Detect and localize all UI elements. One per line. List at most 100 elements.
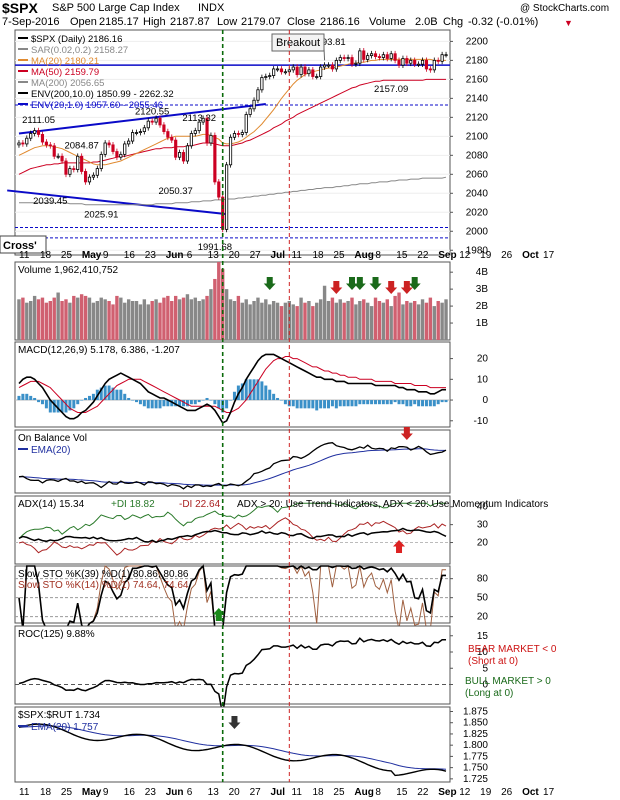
macd-histogram-bar: [358, 400, 362, 405]
macd-histogram-bar: [260, 381, 264, 401]
candle-body: [111, 144, 115, 152]
macd-histogram-bar: [80, 400, 84, 401]
price-x-label: Aug: [354, 250, 373, 261]
volume-bar: [213, 278, 217, 340]
macd-histogram-bar: [135, 400, 139, 403]
macd-histogram-bar: [217, 400, 221, 409]
adx-y-tick: 20: [477, 538, 489, 549]
chg-value: -0.32 (-0.01%): [468, 16, 539, 28]
macd-histogram-bar: [342, 400, 346, 407]
macd-histogram-bar: [76, 400, 80, 405]
candle-body: [311, 69, 315, 77]
macd-histogram-bar: [405, 400, 409, 407]
volume-bar: [256, 297, 260, 340]
candle-body: [83, 171, 88, 183]
macd-histogram-bar: [182, 400, 186, 407]
candle-body: [401, 58, 405, 66]
volume-bar: [358, 301, 362, 340]
volume-value: 2.0B: [415, 16, 438, 28]
macd-histogram-bar: [17, 395, 21, 401]
candle-body: [373, 53, 378, 57]
volume-green-arrow: [369, 277, 382, 290]
macd-histogram-bar: [158, 400, 162, 409]
macd-histogram-bar: [52, 400, 56, 413]
macd-histogram-bar: [170, 400, 174, 407]
price-x-label: 11: [292, 250, 303, 261]
candle-body: [134, 132, 139, 134]
macd-histogram-bar: [185, 400, 189, 407]
macd-histogram-bar: [166, 400, 170, 407]
volume-bar: [377, 301, 382, 340]
macd-histogram-bar: [189, 400, 193, 405]
volume-red-arrow: [385, 281, 398, 294]
macd-histogram-bar: [127, 397, 131, 401]
price-x-label: 27: [250, 250, 262, 261]
macd-histogram-bar: [374, 400, 378, 405]
chg-label: Chg: [443, 16, 464, 28]
macd-histogram-bar: [87, 395, 91, 401]
macd-histogram-bar: [366, 400, 370, 405]
candle-body: [25, 137, 29, 145]
macd-histogram-bar: [338, 400, 342, 407]
macd-histogram-bar: [303, 400, 307, 409]
volume-bar: [111, 304, 115, 340]
candle-body: [381, 54, 385, 58]
bottom-x-label: 23: [145, 787, 157, 798]
macd-histogram-bar: [240, 383, 244, 401]
candle-body: [362, 50, 366, 60]
price-y-tick: 2160: [466, 74, 489, 85]
cross-label: Cross': [3, 240, 37, 252]
volume-bar: [373, 297, 378, 340]
macd-signal-line: [18, 356, 446, 413]
candle-body: [185, 145, 190, 162]
breakout-callout-pointer: [323, 47, 326, 61]
sto-green-arrow: [212, 608, 225, 621]
macd-histogram-bar: [279, 400, 283, 401]
macd-histogram-bar: [362, 400, 366, 405]
volume-bar: [295, 306, 299, 340]
bear-market-sub: (Short at 0): [468, 656, 518, 667]
volume-bar: [440, 302, 444, 340]
macd-histogram-bar: [44, 400, 48, 409]
volume-bar: [369, 306, 374, 340]
volume-legend: Volume 1,962,410,752: [18, 265, 119, 276]
candle-body: [279, 68, 284, 73]
roc-panel: [14, 625, 451, 705]
candle-body: [393, 53, 397, 61]
volume-bar: [346, 301, 350, 340]
price-label: 2050.37: [159, 186, 193, 197]
volume-bar: [409, 302, 413, 340]
macd-histogram-bar: [397, 400, 401, 405]
bottom-x-label: Jun: [166, 787, 184, 798]
candle-body: [123, 143, 127, 155]
candle-body: [225, 164, 229, 230]
macd-histogram-bar: [40, 400, 44, 405]
candle-body: [397, 59, 401, 66]
ratio-y-tick: 1.725: [463, 774, 488, 785]
candle-body: [119, 153, 123, 158]
macd-histogram-bar: [319, 400, 323, 409]
price-legend-text: SAR(0.02,0.2) 2158.27: [31, 45, 128, 56]
candle-body: [358, 50, 362, 64]
obv-legend: On Balance Vol: [18, 433, 87, 444]
volume-bar: [354, 304, 358, 340]
close-value: 2186.16: [320, 16, 360, 28]
macd-histogram-bar: [33, 397, 37, 401]
bottom-x-label: 22: [417, 787, 429, 798]
volume-bar: [315, 302, 319, 340]
volume-y-tick: 1B: [476, 318, 489, 329]
ratio-ema-line: [18, 725, 447, 770]
candle-body: [181, 152, 186, 162]
volume-bar: [119, 297, 123, 340]
macd-histogram-bar: [146, 400, 150, 409]
ratio-line: [18, 723, 447, 777]
macd-histogram-bar: [201, 400, 205, 401]
close-label: Close: [287, 16, 316, 28]
candle-body: [244, 114, 248, 133]
candle-body: [334, 59, 338, 70]
obv-panel: [14, 429, 451, 494]
chg-down-icon: ▼: [564, 18, 573, 28]
low-label: Low: [217, 16, 238, 28]
macd-histogram-bar: [91, 393, 95, 401]
candle-body: [228, 136, 233, 166]
